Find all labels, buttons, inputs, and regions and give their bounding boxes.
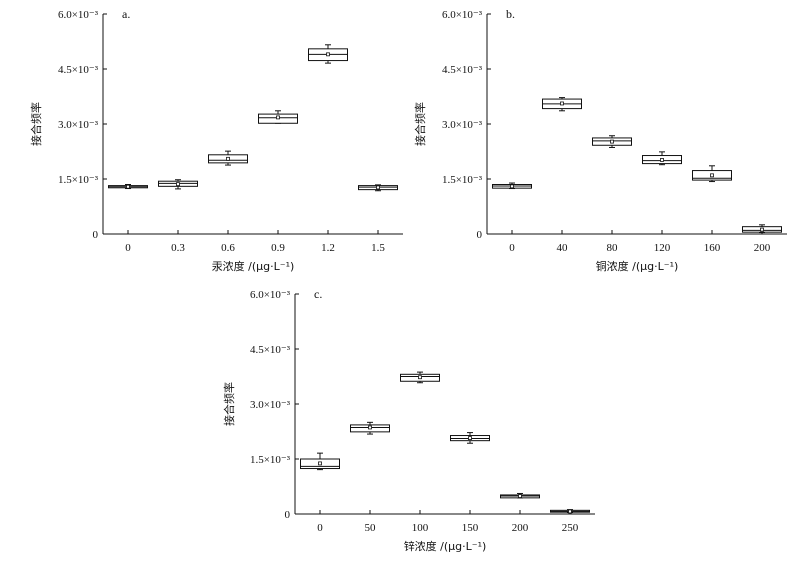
box-plot-160 bbox=[692, 165, 732, 183]
chart-panel-zinc: 0 1.5×10⁻³ 3.0×10⁻³ 4.5×10⁻³ 6.0×10⁻³ 0 50 100 1… bbox=[222, 287, 595, 553]
mean-marker bbox=[418, 375, 422, 380]
box-plot-1.5 bbox=[358, 184, 398, 192]
y-tick-label: 4.5×10⁻³ bbox=[58, 64, 99, 76]
box-plot-200 bbox=[742, 224, 782, 234]
x-tick-label: 0 bbox=[125, 242, 131, 254]
y-axis-title: 接合频率 bbox=[29, 102, 43, 146]
panel-label: b. bbox=[506, 7, 515, 21]
x-tick-label: 1.2 bbox=[321, 242, 335, 254]
mean-marker bbox=[560, 101, 564, 106]
mean-marker bbox=[660, 158, 664, 162]
x-tick-label: 250 bbox=[562, 522, 579, 534]
x-tick-label: 80 bbox=[607, 242, 619, 254]
mean-marker bbox=[126, 184, 130, 189]
mean-marker bbox=[510, 184, 514, 189]
box-plot-100 bbox=[400, 371, 440, 384]
y-tick-label: 6.0×10⁻³ bbox=[250, 289, 291, 301]
mean-marker bbox=[276, 115, 280, 120]
mean-marker bbox=[368, 425, 372, 430]
y-tick-label: 4.5×10⁻³ bbox=[250, 344, 291, 356]
y-axis-title: 接合频率 bbox=[222, 382, 236, 426]
x-tick-label: 0.3 bbox=[171, 242, 185, 254]
mean-marker bbox=[468, 436, 472, 441]
y-tick-label: 4.5×10⁻³ bbox=[442, 64, 483, 76]
mean-marker bbox=[226, 156, 230, 161]
panel-label: c. bbox=[314, 287, 322, 301]
x-tick-label: 0 bbox=[509, 242, 515, 254]
panel-label: a. bbox=[122, 7, 130, 21]
x-axis-title: 铜浓度 /(μg·L⁻¹) bbox=[596, 259, 679, 273]
y-tick-label: 0 bbox=[477, 229, 483, 241]
mean-marker bbox=[760, 227, 764, 232]
x-axis-title: 汞浓度 /(μg·L⁻¹) bbox=[212, 259, 295, 273]
box-plot-200 bbox=[500, 492, 540, 499]
box-plot-0 bbox=[108, 184, 148, 190]
mean-marker bbox=[176, 182, 180, 187]
mean-marker bbox=[376, 185, 380, 190]
mean-marker bbox=[326, 52, 330, 57]
x-tick-label: 0.9 bbox=[271, 242, 285, 254]
y-tick-label: 3.0×10⁻³ bbox=[442, 119, 483, 131]
y-tick-label: 3.0×10⁻³ bbox=[250, 399, 291, 411]
x-tick-label: 0 bbox=[317, 522, 323, 534]
mean-marker bbox=[518, 494, 522, 498]
box-plot-0 bbox=[300, 452, 340, 471]
box-plot-50 bbox=[350, 421, 390, 435]
box-plot-0 bbox=[492, 182, 532, 190]
y-tick-label: 6.0×10⁻³ bbox=[442, 9, 483, 21]
x-tick-label: 120 bbox=[654, 242, 671, 254]
mean-marker bbox=[568, 509, 572, 514]
x-tick-label: 150 bbox=[462, 522, 479, 534]
chart-panel-mercury: 0 1.5×10⁻³ 3.0×10⁻³ 4.5×10⁻³ 6.0×10⁻³ 0 0.3 0.6… bbox=[29, 7, 403, 273]
mean-marker bbox=[318, 461, 322, 466]
x-tick-label: 100 bbox=[412, 522, 429, 534]
y-tick-label: 1.5×10⁻³ bbox=[442, 174, 483, 186]
y-tick-label: 0 bbox=[93, 229, 99, 241]
mean-marker bbox=[710, 173, 714, 178]
x-tick-label: 1.5 bbox=[371, 242, 385, 254]
box-plot-0.6 bbox=[208, 150, 248, 166]
box-plot-150 bbox=[450, 432, 490, 444]
y-tick-label: 6.0×10⁻³ bbox=[58, 9, 99, 21]
x-axis-title: 锌浓度 /(μg·L⁻¹) bbox=[404, 539, 487, 553]
box-plot-40 bbox=[542, 97, 582, 112]
y-tick-label: 0 bbox=[285, 509, 291, 521]
x-tick-label: 40 bbox=[557, 242, 569, 254]
y-tick-label: 3.0×10⁻³ bbox=[58, 119, 99, 131]
y-axis-title: 接合频率 bbox=[413, 102, 427, 146]
y-tick-label: 1.5×10⁻³ bbox=[250, 454, 291, 466]
box-plot-0.9 bbox=[258, 110, 298, 124]
x-tick-label: 0.6 bbox=[221, 242, 235, 254]
x-tick-label: 50 bbox=[365, 522, 377, 534]
y-tick-label: 1.5×10⁻³ bbox=[58, 174, 99, 186]
x-tick-label: 160 bbox=[704, 242, 721, 254]
box-plot-120 bbox=[642, 151, 682, 166]
x-tick-label: 200 bbox=[512, 522, 529, 534]
box-plot-80 bbox=[592, 135, 632, 148]
x-tick-label: 200 bbox=[754, 242, 771, 254]
box-plot-0.3 bbox=[158, 179, 198, 190]
mean-marker bbox=[610, 139, 614, 144]
chart-panel-copper: 0 1.5×10⁻³ 3.0×10⁻³ 4.5×10⁻³ 6.0×10⁻³ 0 40 80 12… bbox=[413, 7, 787, 273]
box-plot-1.2 bbox=[308, 44, 348, 64]
box-plot-250 bbox=[550, 509, 590, 514]
